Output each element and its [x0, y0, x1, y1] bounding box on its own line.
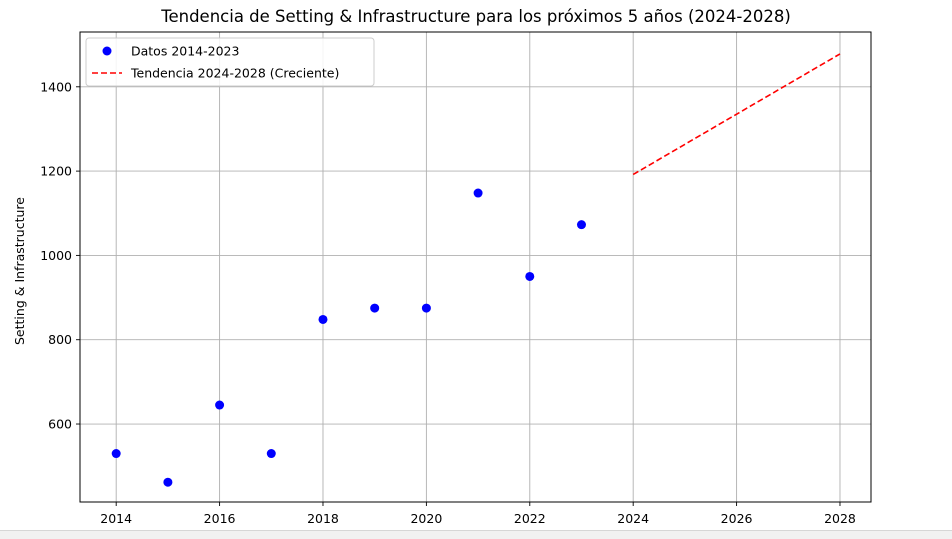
y-tick-label: 1400 [40, 79, 72, 94]
legend-frame [85, 37, 375, 87]
x-tick-label: 2022 [514, 511, 546, 526]
y-tick-label: 800 [48, 332, 72, 347]
data-point [215, 400, 225, 410]
x-tick-label: 2026 [721, 511, 753, 526]
x-tick-label: 2018 [307, 511, 339, 526]
x-tick-label: 2028 [824, 511, 856, 526]
chart-title: Tendencia de Setting & Infrastructure pa… [160, 7, 791, 26]
data-point [318, 314, 328, 324]
y-tick-label: 1200 [40, 164, 72, 179]
legend: Datos 2014-2023 Tendencia 2024-2028 (Cre… [85, 37, 375, 87]
axes: 2014 2016 2018 2020 2022 2024 2026 2028 600 800 10… [40, 31, 872, 526]
data-point [421, 303, 431, 313]
plot-frame [79, 31, 872, 503]
x-tick-label: 2016 [204, 511, 236, 526]
data-point [576, 220, 586, 230]
y-tick-label: 1000 [40, 248, 72, 263]
data-point [525, 271, 535, 281]
data-point [163, 477, 173, 487]
legend-label-tendencia: Tendencia 2024-2028 (Creciente) [130, 66, 339, 81]
data-point [111, 449, 121, 459]
x-tick-label: 2024 [617, 511, 649, 526]
x-tick-label: 2020 [410, 511, 442, 526]
legend-marker-datos [102, 46, 112, 56]
trend-line [632, 53, 841, 176]
data-point [473, 188, 483, 198]
data-point [266, 449, 276, 459]
series-layer [111, 53, 841, 487]
legend-label-datos: Datos 2014-2023 [131, 44, 239, 59]
y-axis-label: Setting & Infrastructure [12, 197, 27, 345]
data-point [370, 303, 380, 313]
x-tick-label: 2014 [100, 511, 132, 526]
grid-lines [80, 32, 871, 502]
y-tick-label: 600 [48, 417, 72, 432]
bottom-strip [0, 530, 952, 539]
